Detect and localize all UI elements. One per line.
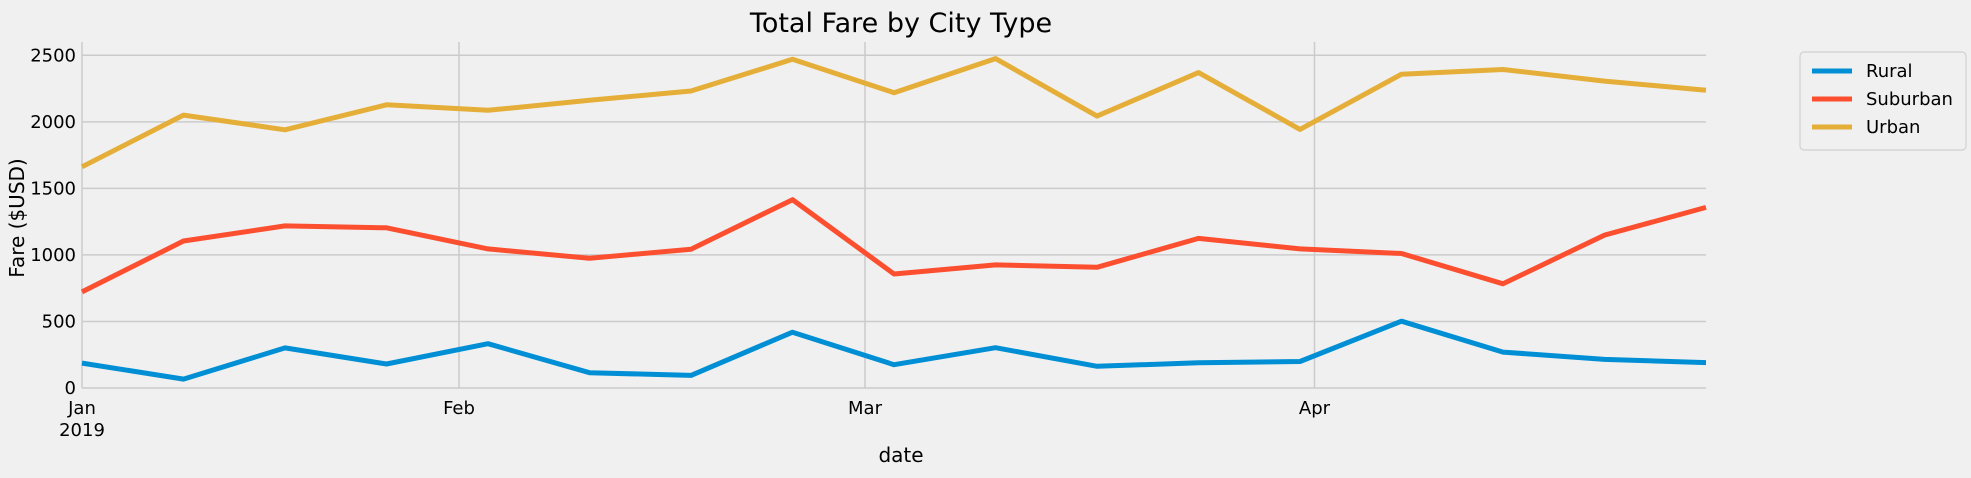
series-line-suburban [80, 197, 1707, 295]
y-tick-label: 2000 [30, 112, 76, 133]
series-line-rural [81, 318, 1707, 382]
x-tick-label: Feb [443, 398, 475, 419]
series-lines [80, 56, 1707, 382]
x-tick-sublabel: 2019 [59, 420, 105, 441]
series-line-urban [80, 56, 1707, 170]
legend: Rural Suburban Urban [1799, 51, 1967, 151]
x-axis-label: date [878, 443, 923, 467]
x-tick-label: Jan [67, 398, 96, 419]
x-tick-label: Mar [848, 398, 883, 419]
y-tick-label: 500 [42, 311, 76, 332]
y-axis-label: Fare ($USD) [5, 158, 29, 277]
y-axis-ticks: 0 500 1000 1500 2000 2500 [30, 45, 76, 399]
y-tick-label: 2500 [30, 45, 76, 66]
x-tick-label: Apr [1299, 398, 1331, 419]
legend-label: Suburban [1866, 89, 1953, 110]
legend-label: Rural [1866, 61, 1913, 82]
chart-title: Total Fare by City Type [749, 8, 1052, 39]
legend-label: Urban [1866, 117, 1920, 138]
y-tick-label: 0 [65, 378, 76, 399]
y-tick-label: 1000 [30, 245, 76, 266]
grid-lines [81, 42, 1706, 389]
y-tick-label: 1500 [30, 178, 76, 199]
